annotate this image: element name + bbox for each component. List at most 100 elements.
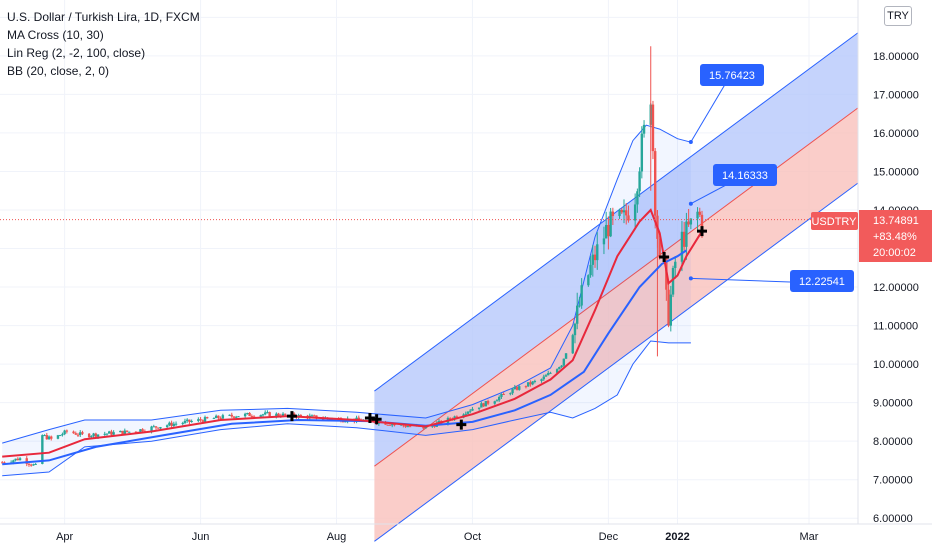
- candle-body: [275, 413, 278, 417]
- currency-button[interactable]: TRY: [884, 6, 912, 26]
- candle-body: [27, 463, 31, 465]
- candle-body: [493, 401, 496, 404]
- candle-body: [685, 221, 688, 247]
- candle-body: [94, 433, 98, 437]
- candle-body: [56, 435, 60, 439]
- candle-body: [108, 431, 111, 434]
- candle-body: [190, 421, 193, 423]
- y-tick-label: 12.00000: [873, 282, 919, 294]
- candle-body: [45, 435, 48, 440]
- candle-body: [165, 425, 169, 428]
- candle-body: [248, 412, 251, 417]
- candle-body: [542, 376, 545, 380]
- candle-body: [103, 433, 106, 435]
- chart-title[interactable]: U.S. Dollar / Turkish Lira, 1D, FXCM: [7, 10, 200, 24]
- candle-body: [696, 211, 699, 219]
- candle-body: [12, 460, 15, 463]
- cross-marker: [456, 419, 467, 430]
- x-tick-label: Aug: [327, 531, 347, 543]
- candle-body: [404, 425, 407, 427]
- y-tick-label: 8.00000: [873, 436, 913, 448]
- candle-body: [79, 432, 82, 435]
- candle-body: [186, 419, 189, 421]
- candle-body: [393, 424, 396, 426]
- candle-body: [201, 420, 204, 422]
- candle-body: [188, 419, 191, 422]
- candle-body: [342, 421, 345, 423]
- x-tick-label: Oct: [464, 531, 481, 543]
- candle-body: [264, 412, 267, 415]
- candle-body: [72, 431, 75, 434]
- candle-body: [34, 463, 37, 465]
- callout-label: 12.22541: [799, 276, 845, 288]
- candle-body: [63, 430, 66, 435]
- price-tag-box: [859, 210, 932, 262]
- candle-body: [689, 218, 693, 225]
- candle-body: [464, 413, 467, 415]
- candle-body: [596, 244, 599, 261]
- candle-body: [564, 353, 568, 359]
- candle-body: [41, 435, 44, 464]
- candle-body: [667, 289, 670, 326]
- bb-indicator[interactable]: BB (20, close, 2, 0): [7, 64, 110, 78]
- candle-body: [674, 261, 677, 268]
- candle-body: [587, 275, 590, 286]
- candle-body: [651, 104, 655, 152]
- linear-regression-channel: [374, 32, 859, 542]
- candle-body: [261, 414, 265, 416]
- candle-body: [219, 418, 222, 420]
- channel-upper-line: [374, 32, 859, 392]
- candle-body: [157, 427, 160, 429]
- candle-body: [250, 416, 254, 418]
- callout-anchor: [688, 276, 693, 281]
- candle-body: [58, 435, 62, 437]
- candle-body: [168, 422, 171, 426]
- candle-body: [134, 431, 138, 433]
- candle-body: [640, 133, 644, 172]
- candle-body: [500, 394, 503, 397]
- ma-cross-indicator[interactable]: MA Cross (10, 30): [7, 28, 104, 42]
- candle-body: [76, 434, 80, 436]
- y-tick-label: 10.00000: [873, 359, 919, 371]
- candle-body: [128, 431, 131, 433]
- candle-body: [562, 358, 566, 366]
- callout-label: 14.16333: [722, 170, 768, 182]
- candle-body: [386, 424, 389, 426]
- y-tick-label: 11.00000: [873, 321, 918, 333]
- candle-body: [212, 418, 216, 420]
- lin-reg-indicator[interactable]: Lin Reg (2, -2, 100, close): [7, 46, 146, 60]
- symbol-tag: [811, 212, 858, 230]
- candle-body: [1, 462, 4, 464]
- candle-body: [437, 420, 441, 423]
- y-tick-label: 16.00000: [873, 128, 919, 140]
- y-axis: 6.00000 7.00000 8.00000 9.00000 10.00000 11.0…: [873, 51, 919, 525]
- bollinger-bands: [2, 124, 692, 477]
- candle-body: [92, 433, 95, 437]
- candle-body: [469, 410, 472, 412]
- callout-label: 15.76423: [709, 70, 755, 82]
- candle-body: [515, 386, 519, 390]
- candle-body: [576, 305, 579, 324]
- callout-anchor: [688, 201, 693, 206]
- candle-body: [531, 381, 534, 385]
- candle-body: [687, 221, 690, 225]
- candle-body: [125, 430, 129, 432]
- candle-body: [602, 238, 606, 245]
- callouts: 15.76423 14.16333 12.22541: [688, 64, 854, 292]
- candle-body: [529, 382, 532, 385]
- candle-body: [96, 434, 100, 437]
- y-tick-label: 7.00000: [873, 475, 913, 487]
- channel-lower-fill: [374, 107, 858, 542]
- candle-body: [217, 415, 220, 419]
- candle-body: [197, 419, 200, 422]
- candle-body: [203, 417, 207, 422]
- candle-body: [433, 425, 436, 427]
- candle-body: [141, 429, 144, 432]
- x-axis: Apr Jun Aug Oct Dec 2022 Mar: [56, 531, 819, 543]
- candle-body: [74, 433, 77, 435]
- candle-body: [152, 426, 155, 428]
- callout-box: [713, 164, 777, 186]
- candle-body: [518, 386, 521, 390]
- price-tag-price: 13.74891: [873, 215, 919, 227]
